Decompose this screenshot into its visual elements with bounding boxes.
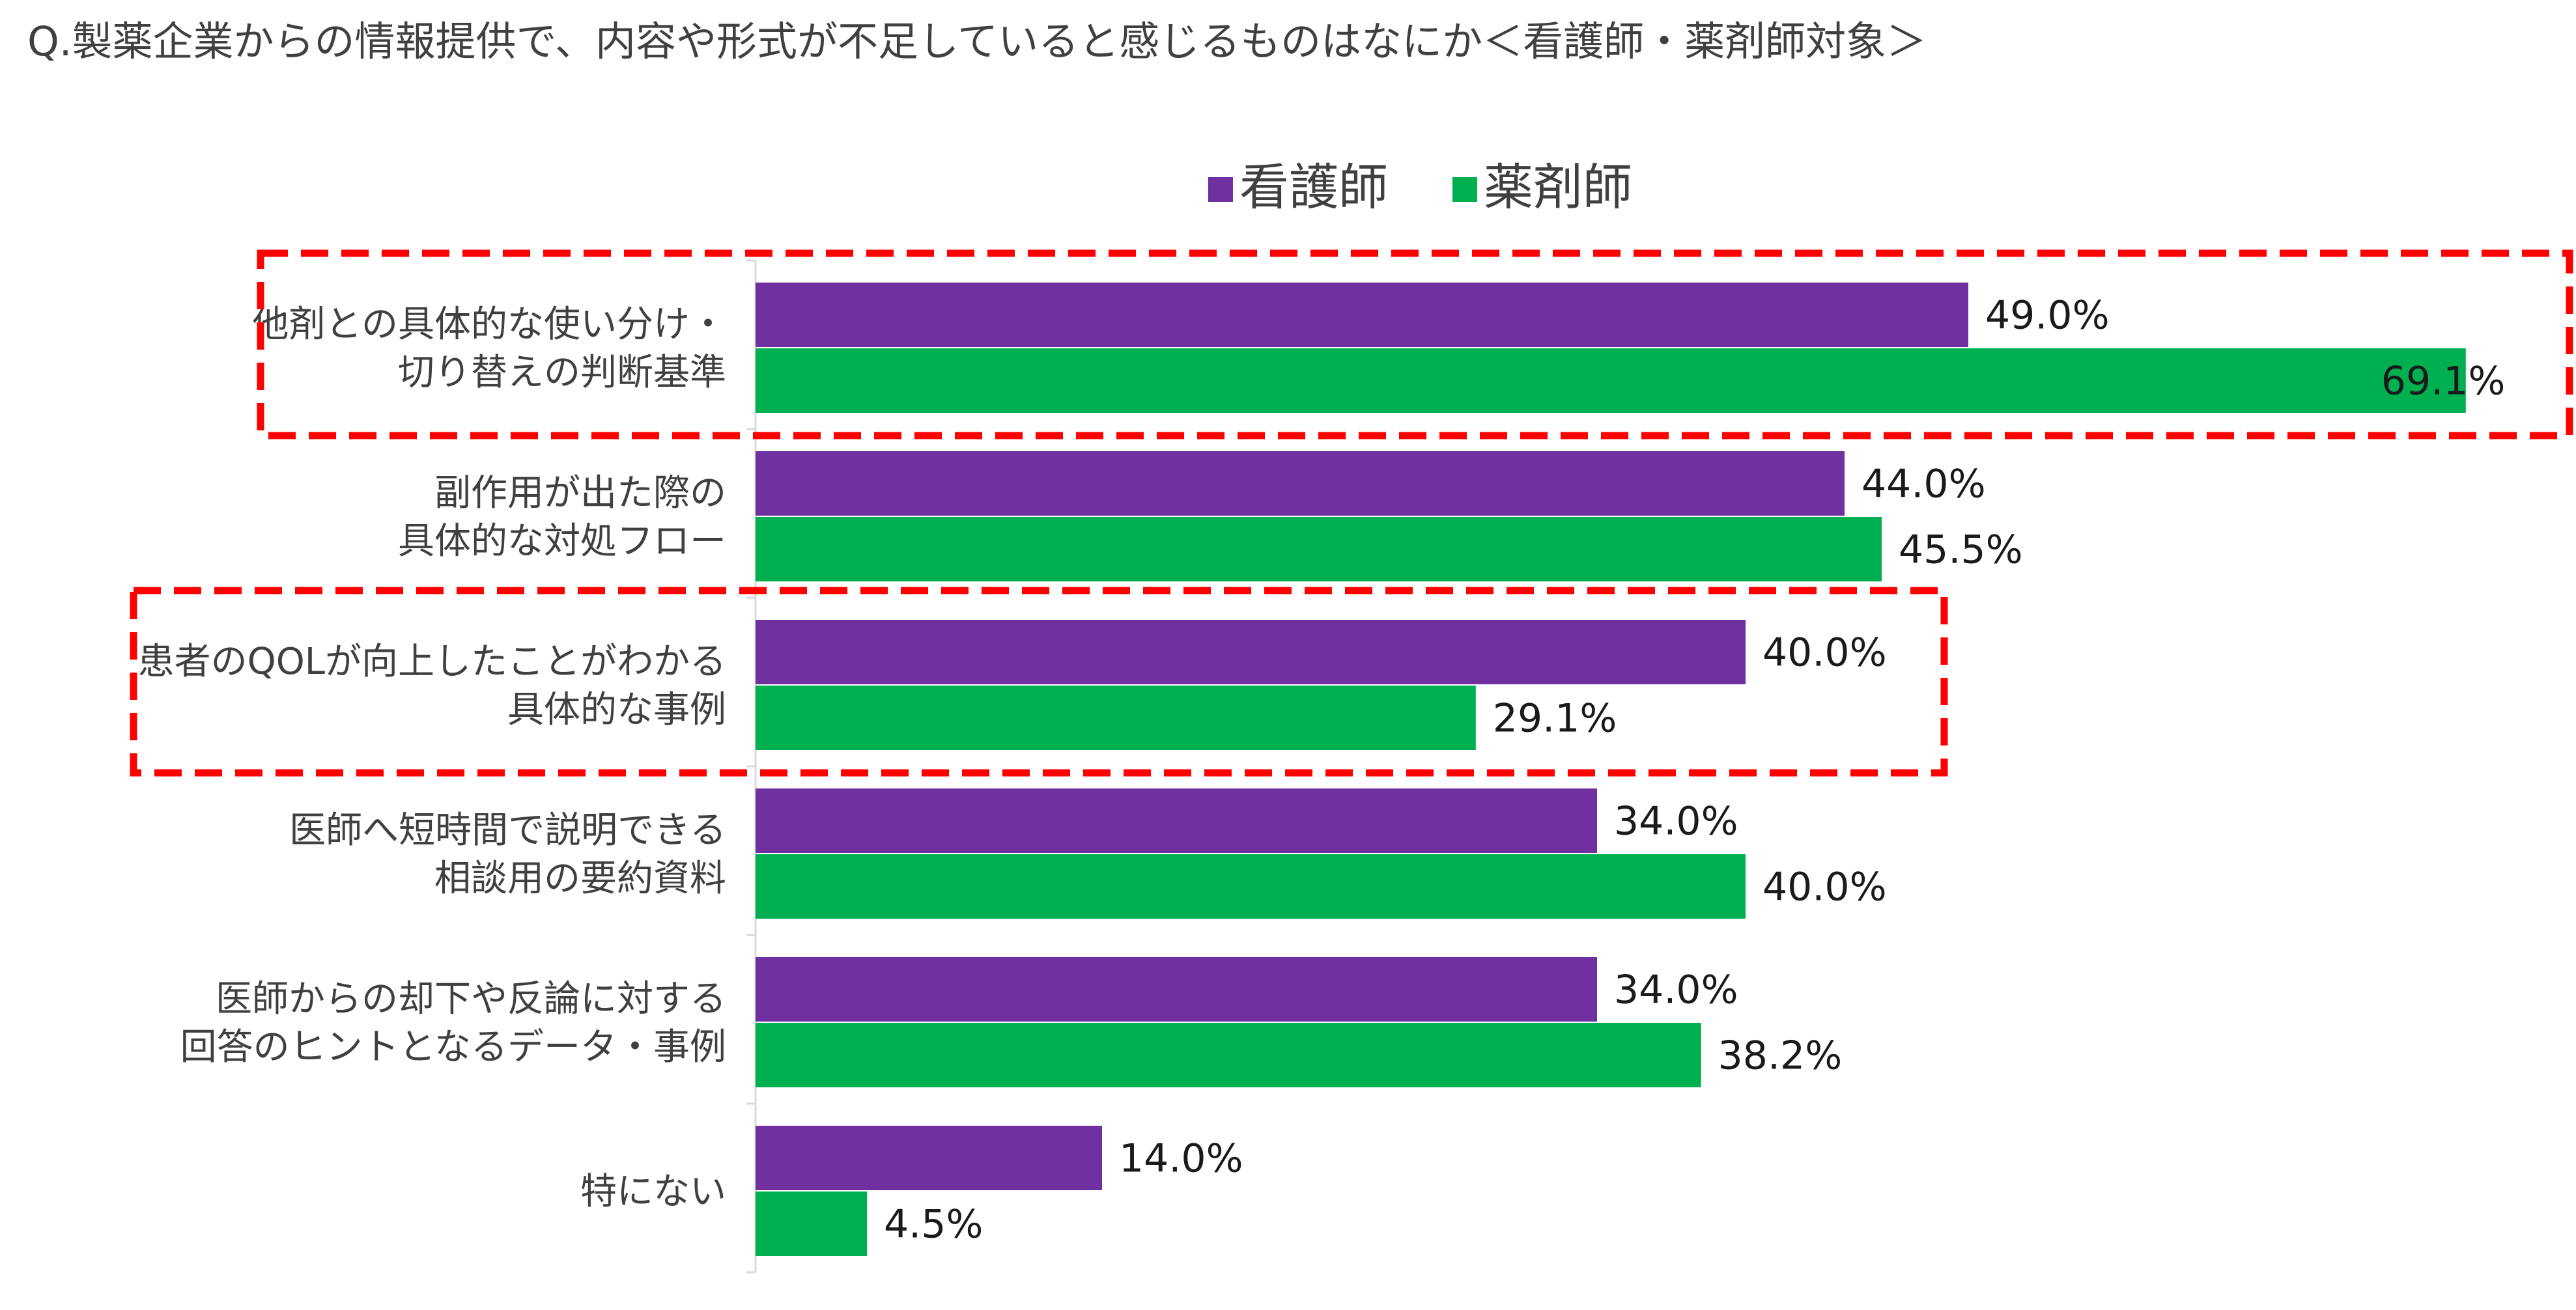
category-label-3-0: 医師へ短時間で説明できる bbox=[289, 809, 726, 852]
bar-0-2 bbox=[756, 620, 1746, 684]
category-label-1-1: 具体的な対処フロー bbox=[398, 520, 726, 563]
value-label-0-5: 14.0% bbox=[1119, 1136, 1243, 1182]
category-label-0-0: 他剤との具体的な使い分け・ bbox=[253, 303, 726, 346]
bar-0-0 bbox=[756, 283, 1968, 347]
bar-0-3 bbox=[756, 788, 1597, 853]
value-label-0-2: 40.0% bbox=[1762, 630, 1887, 676]
value-label-1-2: 29.1% bbox=[1493, 696, 1617, 742]
bar-1-3 bbox=[756, 854, 1746, 919]
bar-0-1 bbox=[756, 451, 1845, 516]
legend: 看護師 薬剤師 bbox=[1208, 158, 1632, 216]
category-axis bbox=[746, 259, 757, 1274]
value-label-0-0: 49.0% bbox=[1985, 293, 2110, 339]
category-label-5-0: 特にない bbox=[580, 1171, 726, 1213]
highlight-box-1 bbox=[130, 587, 1948, 777]
value-label-0-1: 44.0% bbox=[1861, 462, 1986, 507]
bar-1-5 bbox=[756, 1192, 867, 1256]
legend-label-1: 薬剤師 bbox=[1484, 158, 1632, 216]
legend-swatch-0 bbox=[1208, 177, 1233, 202]
value-label-1-5: 4.5% bbox=[884, 1202, 983, 1247]
category-label-1-0: 副作用が出た際の bbox=[434, 472, 726, 514]
legend-swatch-1 bbox=[1452, 177, 1477, 202]
highlight-boxes bbox=[130, 249, 2573, 777]
value-label-0-3: 34.0% bbox=[1614, 799, 1738, 844]
bar-1-1 bbox=[756, 517, 1882, 581]
value-label-1-0: 69.1% bbox=[2381, 359, 2506, 404]
category-label-4-0: 医師からの却下や反論に対する bbox=[216, 978, 726, 1020]
value-label-0-4: 34.0% bbox=[1614, 968, 1738, 1013]
legend-label-0: 看護師 bbox=[1239, 158, 1388, 216]
bar-1-0 bbox=[756, 348, 2466, 413]
bar-0-5 bbox=[756, 1126, 1102, 1190]
labels: 他剤との具体的な使い分け・切り替えの判断基準 49.0% 69.1% 副作用が出た際の… bbox=[138, 293, 2506, 1247]
bar-1-2 bbox=[756, 686, 1476, 750]
category-label-0-1: 切り替えの判断基準 bbox=[398, 352, 726, 394]
category-label-2-0: 患者のQOLが向上したことがわかる bbox=[138, 641, 726, 683]
highlight-box-0 bbox=[257, 249, 2573, 439]
bars bbox=[756, 283, 2466, 1256]
bar-0-4 bbox=[756, 957, 1597, 1022]
category-label-4-1: 回答のヒントとなるデータ・事例 bbox=[180, 1026, 726, 1068]
value-label-1-1: 45.5% bbox=[1899, 527, 2023, 573]
chart-title: Q.製薬企業からの情報提供で、内容や形式が不足していると感じるものはなにか＜看護… bbox=[27, 18, 1927, 65]
category-label-2-1: 具体的な事例 bbox=[507, 689, 726, 731]
bar-1-4 bbox=[756, 1023, 1701, 1087]
value-label-1-3: 40.0% bbox=[1762, 865, 1887, 910]
category-label-3-1: 相談用の要約資料 bbox=[434, 857, 726, 900]
value-label-1-4: 38.2% bbox=[1718, 1033, 1843, 1079]
